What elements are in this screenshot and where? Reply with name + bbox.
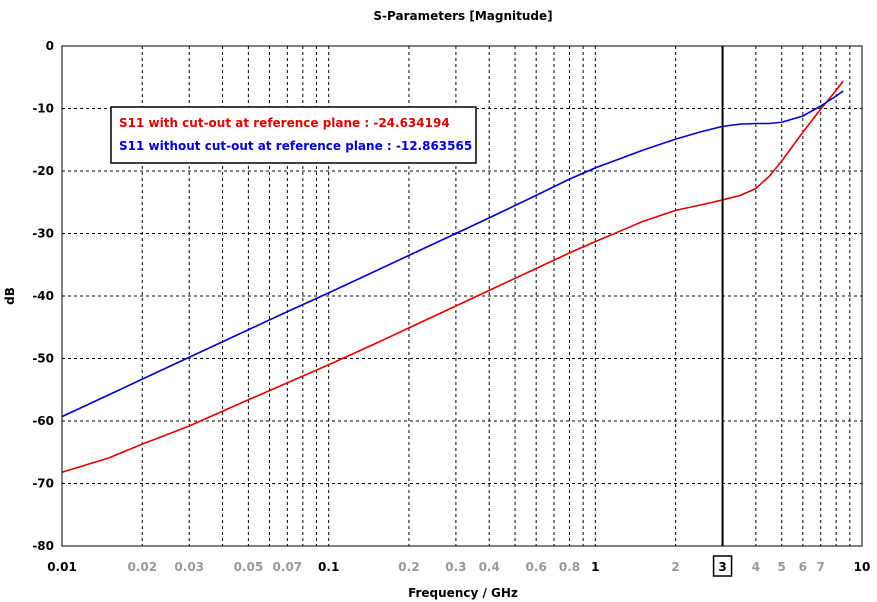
legend-entry: S11 without cut-out at reference plane :… xyxy=(119,139,472,153)
x-tick-label-minor: 0.05 xyxy=(234,560,264,574)
x-tick-label-major: 1 xyxy=(591,560,599,574)
chart-title: S-Parameters [Magnitude] xyxy=(373,9,552,23)
series-line-1 xyxy=(61,80,844,474)
x-tick-label-minor: 0.6 xyxy=(526,560,547,574)
x-tick-label-minor: 0.8 xyxy=(559,560,580,574)
y-axis-label: dB xyxy=(3,287,17,305)
y-tick-labels: 0 -10 -20 -30 -40 -50 -60 -70 -80 xyxy=(32,39,54,553)
y-tick-label: -10 xyxy=(32,102,54,116)
x-tick-label-minor: 0.2 xyxy=(398,560,419,574)
x-tick-label-minor: 2 xyxy=(671,560,679,574)
y-tick-label: -20 xyxy=(32,164,54,178)
y-tick-label: -80 xyxy=(32,539,54,553)
x-tick-label-minor: 0.07 xyxy=(273,560,303,574)
legend-box xyxy=(110,106,477,164)
x-tick-label-minor: 0.03 xyxy=(174,560,204,574)
x-tick-labels: 0.01 0.1 1 10 0.02 0.03 0.05 0.07 0.2 0.3 0.4 0.6 0.… xyxy=(47,560,870,574)
x-tick-label-minor: 0.02 xyxy=(127,560,157,574)
x-tick-label-minor: 0.4 xyxy=(479,560,500,574)
x-tick-label-minor: 4 xyxy=(752,560,760,574)
legend: S11 with cut-out at reference plane : -2… xyxy=(110,106,477,164)
y-tick-label: 0 xyxy=(46,39,54,53)
x-axis-label: Frequency / GHz xyxy=(408,586,518,600)
y-tick-label: -30 xyxy=(32,227,54,241)
x-tick-label-major: 0.01 xyxy=(47,560,77,574)
x-tick-label-major: 10 xyxy=(854,560,871,574)
y-tick-label: -70 xyxy=(32,477,54,491)
x-tick-label-minor: 6 xyxy=(799,560,807,574)
series-line-2 xyxy=(61,90,844,418)
plot-frame xyxy=(61,45,863,547)
x-tick-label-minor: 7 xyxy=(817,560,825,574)
frequency-marker[interactable]: 3 xyxy=(712,46,733,577)
x-tick-label-major: 0.1 xyxy=(318,560,339,574)
y-tick-label: -40 xyxy=(32,289,54,303)
y-tick-label: -50 xyxy=(32,352,54,366)
y-tick-label: -60 xyxy=(32,414,54,428)
marker-label[interactable]: 3 xyxy=(718,560,726,574)
marker-label-box[interactable] xyxy=(712,555,733,577)
x-tick-label-minor: 5 xyxy=(778,560,786,574)
legend-entry: S11 with cut-out at reference plane : -2… xyxy=(119,116,450,130)
x-tick-label-minor: 0.3 xyxy=(445,560,466,574)
series-group xyxy=(61,80,844,474)
